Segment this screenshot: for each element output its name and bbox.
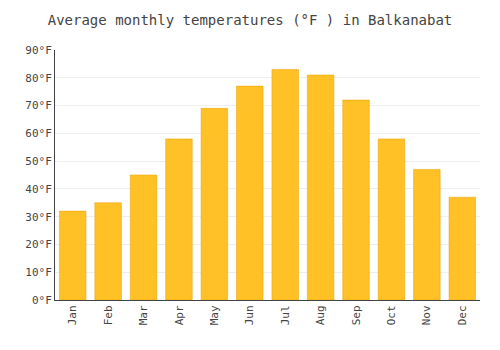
- svg-text:60°F: 60°F: [25, 127, 52, 140]
- svg-text:Aug: Aug: [314, 305, 327, 325]
- svg-text:Oct: Oct: [385, 305, 398, 325]
- svg-text:Nov: Nov: [420, 305, 433, 325]
- svg-text:40°F: 40°F: [25, 183, 52, 196]
- svg-text:Average monthly temperatures (: Average monthly temperatures (°F ) in Ba…: [48, 12, 453, 28]
- svg-text:50°F: 50°F: [25, 155, 52, 168]
- svg-text:May: May: [208, 305, 221, 325]
- svg-text:Jul: Jul: [279, 305, 292, 325]
- svg-text:90°F: 90°F: [25, 44, 52, 57]
- svg-text:80°F: 80°F: [25, 72, 52, 85]
- svg-text:Feb: Feb: [102, 305, 115, 325]
- svg-text:10°F: 10°F: [25, 266, 52, 279]
- svg-text:Mar: Mar: [137, 305, 150, 325]
- svg-text:Jan: Jan: [66, 305, 79, 325]
- svg-text:20°F: 20°F: [25, 238, 52, 251]
- svg-text:Dec: Dec: [456, 305, 469, 325]
- svg-text:30°F: 30°F: [25, 211, 52, 224]
- svg-text:70°F: 70°F: [25, 99, 52, 112]
- svg-text:Apr: Apr: [173, 305, 186, 325]
- svg-text:0°F: 0°F: [32, 294, 52, 307]
- svg-text:Sep: Sep: [350, 305, 363, 325]
- svg-text:Jun: Jun: [243, 305, 256, 325]
